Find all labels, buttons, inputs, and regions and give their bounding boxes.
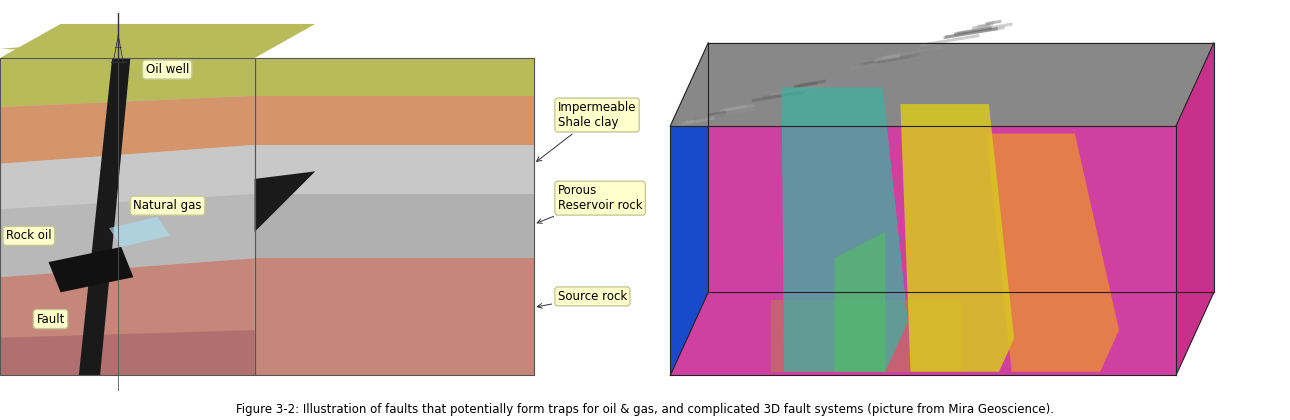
Polygon shape: [254, 145, 534, 194]
Polygon shape: [0, 24, 315, 58]
Polygon shape: [708, 110, 726, 117]
Text: Source rock: Source rock: [538, 290, 627, 308]
Polygon shape: [0, 258, 254, 375]
Polygon shape: [720, 104, 755, 113]
Text: Figure 3-2: Illustration of faults that potentially form traps for oil & gas, an: Figure 3-2: Illustration of faults that …: [236, 403, 1054, 416]
Polygon shape: [797, 79, 826, 87]
Polygon shape: [671, 292, 1214, 375]
Polygon shape: [850, 63, 877, 70]
Polygon shape: [671, 126, 1176, 375]
Polygon shape: [254, 96, 534, 145]
Polygon shape: [978, 22, 993, 28]
Polygon shape: [835, 232, 885, 372]
Polygon shape: [900, 104, 1014, 372]
Polygon shape: [724, 105, 747, 111]
Polygon shape: [875, 55, 900, 62]
Polygon shape: [0, 43, 254, 58]
Polygon shape: [110, 217, 170, 247]
Polygon shape: [752, 90, 805, 102]
Polygon shape: [944, 27, 998, 39]
Text: Porous
Reservoir rock: Porous Reservoir rock: [537, 184, 642, 223]
Polygon shape: [864, 56, 900, 66]
Polygon shape: [973, 24, 989, 30]
Polygon shape: [49, 32, 267, 47]
Polygon shape: [986, 20, 1001, 25]
Polygon shape: [782, 87, 908, 372]
Polygon shape: [881, 53, 900, 60]
Polygon shape: [79, 58, 130, 375]
Polygon shape: [0, 330, 254, 375]
Polygon shape: [0, 58, 254, 107]
Polygon shape: [254, 258, 534, 375]
Text: Rock oil: Rock oil: [6, 229, 52, 242]
Polygon shape: [987, 134, 1118, 372]
Polygon shape: [1176, 43, 1214, 375]
Polygon shape: [771, 84, 823, 96]
Polygon shape: [1029, 2, 1064, 11]
Polygon shape: [859, 55, 909, 67]
Polygon shape: [864, 53, 920, 66]
Polygon shape: [957, 23, 1013, 34]
Polygon shape: [0, 145, 254, 209]
Polygon shape: [708, 43, 1214, 292]
Polygon shape: [254, 194, 534, 258]
Polygon shape: [671, 43, 1214, 126]
Text: Impermeable
Shale clay: Impermeable Shale clay: [537, 101, 636, 161]
Polygon shape: [886, 46, 943, 58]
Polygon shape: [773, 85, 815, 95]
Polygon shape: [697, 108, 755, 121]
Polygon shape: [943, 26, 1005, 39]
Polygon shape: [921, 34, 979, 47]
Text: Natural gas: Natural gas: [133, 199, 203, 212]
Polygon shape: [0, 96, 254, 164]
Polygon shape: [0, 58, 254, 375]
Polygon shape: [49, 247, 133, 292]
Text: Oil well: Oil well: [146, 63, 188, 76]
Polygon shape: [679, 118, 711, 126]
Polygon shape: [0, 13, 606, 391]
Polygon shape: [762, 90, 797, 99]
Polygon shape: [671, 43, 708, 375]
Polygon shape: [254, 171, 315, 232]
Polygon shape: [793, 81, 818, 89]
Polygon shape: [682, 117, 715, 125]
Polygon shape: [771, 300, 961, 372]
Polygon shape: [1040, 0, 1096, 8]
Polygon shape: [693, 113, 725, 121]
Polygon shape: [0, 194, 254, 277]
Polygon shape: [686, 116, 715, 124]
Polygon shape: [955, 26, 992, 36]
Polygon shape: [254, 58, 534, 96]
Text: Fault: Fault: [36, 312, 64, 326]
Polygon shape: [762, 89, 802, 99]
